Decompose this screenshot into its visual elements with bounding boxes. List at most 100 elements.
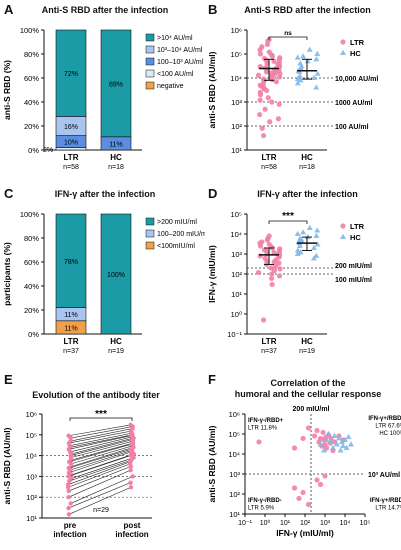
pair-line [70, 428, 133, 442]
pair-line [67, 463, 131, 488]
pre-point [66, 488, 71, 494]
threshold-vline-label: 200 mIU/ml [293, 406, 330, 413]
hc-point [294, 80, 301, 86]
ltr-point [269, 53, 276, 59]
hc-point [343, 444, 350, 450]
pair-line [68, 449, 131, 469]
pair-line [67, 461, 131, 485]
ltr-point [323, 445, 330, 451]
data-label: 89% [109, 81, 123, 88]
x-tick-label: pre [64, 521, 77, 530]
significance-label: ns [284, 30, 292, 37]
ltr-point [276, 273, 283, 279]
y-tick-label: 0% [28, 146, 39, 155]
pair-line [70, 440, 134, 458]
hc-point [313, 56, 320, 62]
ltr-point [269, 281, 275, 288]
ltr-point [268, 275, 275, 282]
category-n: n=19 [108, 348, 124, 355]
x-tick-label: 10⁵ [360, 520, 371, 527]
x-tick-label: HC [110, 337, 122, 346]
hc-point [306, 224, 313, 230]
reference-label: 10,000 AU/ml [335, 76, 378, 83]
hc-point [294, 230, 301, 236]
legend-label: negative [157, 83, 184, 90]
ltr-point [340, 223, 346, 229]
chart-f: 10¹ 10² 10³ 10⁴ 10⁵ 10⁶ anti-S RBD (AU/ml) 10⁻¹… [207, 406, 401, 538]
hc-point [311, 244, 318, 250]
hc-point [314, 50, 321, 56]
hc-point [342, 436, 348, 443]
pair-line [70, 476, 133, 504]
hc-point [325, 430, 332, 436]
pair-line [70, 436, 133, 453]
y-tick-label: 10¹ [231, 146, 242, 155]
threshold-hline-label: 10³ AU/ml [368, 472, 400, 479]
y-axis-label: anti-S RBD (AU/ml) [207, 425, 217, 502]
chart-d: 10⁻¹ 10⁰ 10¹ 10² 10³ 10⁴ 10⁵ IFN-γ (mIU/ml) 200 … [207, 210, 372, 355]
ltr-point [273, 79, 280, 85]
hc-point [317, 441, 324, 447]
hc-point [340, 233, 346, 239]
category-n: n=58 [63, 164, 79, 171]
data-label: 2% [43, 147, 53, 154]
y-tick-label: 40% [24, 282, 39, 291]
legend-label: HC [350, 49, 361, 58]
y-tick-label: 10¹ [231, 290, 242, 299]
hc-point [313, 232, 320, 238]
x-tick-label: infection [53, 530, 86, 539]
pre-point [66, 512, 72, 517]
hc-point [304, 233, 311, 240]
hc-point [304, 58, 311, 64]
hc-point [310, 255, 317, 261]
x-axis-label: IFN-γ (mIU/ml) [276, 528, 334, 538]
panel-title-a: Anti-S RBD after the infection [41, 5, 169, 15]
pair-line [68, 487, 132, 515]
pre-point [66, 495, 71, 500]
data-label: 10% [64, 140, 78, 147]
panel-title-d: IFN-γ after the infection [257, 189, 358, 199]
chart-e: 10¹ 10² 10³ 10⁴ 10⁵ 10⁶ anti-S RBD (AU/ml) *** n… [2, 409, 152, 539]
panel-label-c: C [4, 186, 14, 201]
y-tick-label: 80% [24, 234, 39, 243]
ltr-point [262, 106, 268, 112]
ltr-point [257, 47, 263, 53]
x-tick-label: 10³ [320, 520, 331, 527]
hc-point [329, 444, 336, 450]
panel-label-b: B [208, 2, 218, 17]
ltr-point [277, 266, 283, 272]
pre-point [65, 485, 71, 490]
post-point [128, 480, 133, 485]
legend-swatch [145, 81, 155, 90]
hc-point [334, 441, 341, 447]
x-tick-label: HC [301, 337, 313, 346]
y-tick-label: 10³ [26, 472, 37, 481]
data-label: 11% [64, 325, 78, 332]
ltr-point [300, 435, 306, 442]
legend-label: >10⁴ AU/ml [157, 35, 193, 42]
pair-line [69, 459, 132, 482]
y-axis-label: IFN-γ (mIU/ml) [207, 245, 217, 303]
ltr-point [255, 269, 262, 276]
bar-segment [55, 29, 87, 117]
ltr-point [291, 445, 298, 451]
pair-line [68, 451, 132, 474]
ltr-point [257, 253, 263, 259]
x-tick-label: LTR [64, 337, 79, 346]
ltr-point [322, 473, 328, 479]
ltr-point [269, 77, 276, 83]
y-tick-label: 10² [231, 270, 242, 279]
y-tick-label: 10³ [229, 470, 240, 479]
data-label: 11% [109, 141, 123, 148]
pair-line [68, 424, 131, 437]
legend-label: <100mIU/ml [157, 243, 195, 250]
y-tick-label: 40% [24, 98, 39, 107]
y-tick-label: 10² [229, 490, 240, 499]
y-tick-label: 10³ [231, 98, 242, 107]
quadrant-label: LTR 11.8% [248, 426, 278, 432]
x-tick-label: post [124, 521, 141, 530]
data-label: 78% [64, 259, 78, 266]
legend-label: 100–10³ AU/ml [157, 59, 204, 66]
hc-point [294, 250, 301, 256]
significance-label: *** [95, 409, 107, 420]
